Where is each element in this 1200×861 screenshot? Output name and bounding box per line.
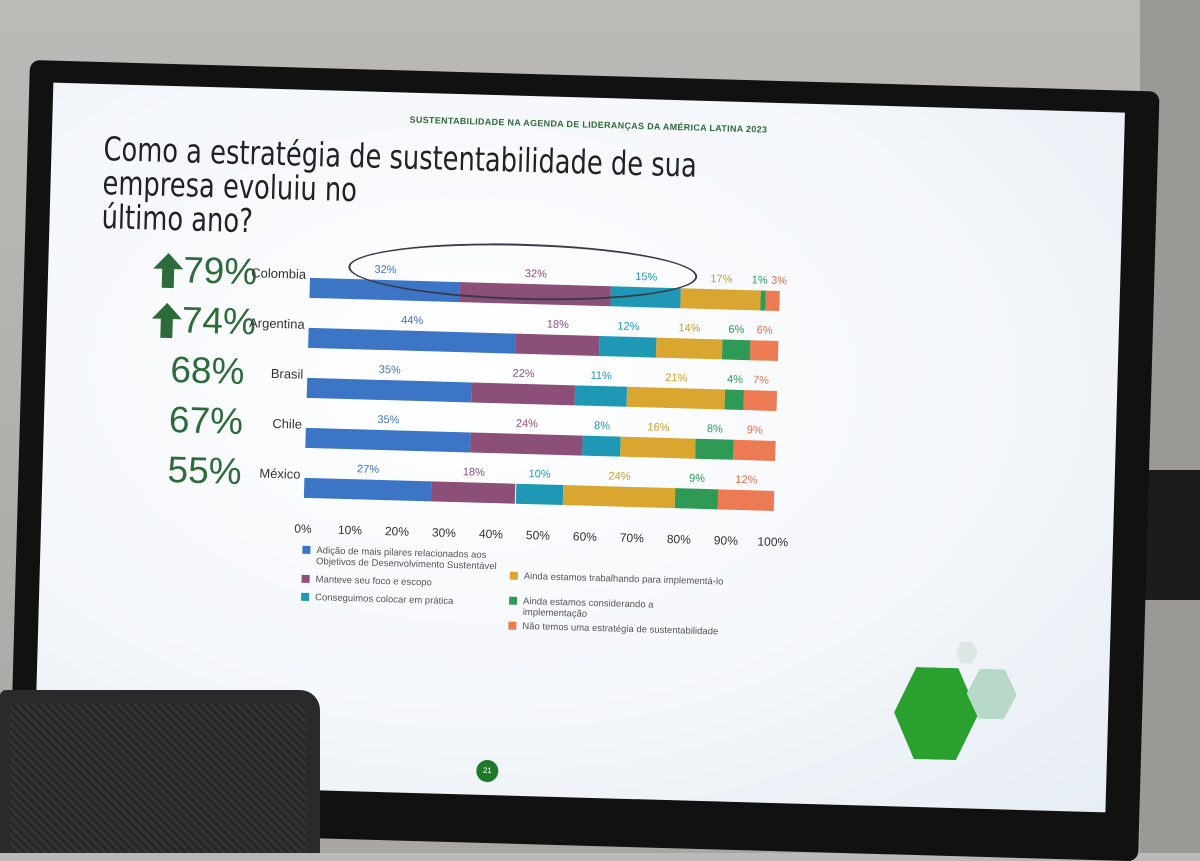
country-label: Argentina xyxy=(248,315,305,332)
bar-segment xyxy=(626,386,726,410)
x-tick-label: 80% xyxy=(666,531,692,547)
legend-label: Conseguimos colocar em prática xyxy=(314,592,454,608)
bar-segment xyxy=(582,435,621,457)
bar-segment xyxy=(303,477,432,502)
bar-segment xyxy=(620,436,696,459)
legend-item: Não temos uma estratégia de sustentabili… xyxy=(508,620,719,638)
data-label: 18% xyxy=(546,318,570,332)
legend-label: Manteve seu foco e escopo xyxy=(315,574,432,589)
data-label: 9% xyxy=(688,472,706,486)
legend-item: Ainda estamos considerando a implementaçã… xyxy=(508,596,654,622)
bar-segment xyxy=(717,489,775,511)
legend-swatch xyxy=(508,621,517,630)
decor-hexagon-large xyxy=(893,666,980,760)
data-label: 9% xyxy=(746,424,763,437)
bar-segment xyxy=(675,488,718,510)
bar-segment xyxy=(749,340,779,361)
bar-segment xyxy=(743,390,778,411)
x-tick-label: 50% xyxy=(525,528,551,543)
bar-segment xyxy=(655,337,723,360)
x-tick-label: 0% xyxy=(294,521,312,537)
country-label: Chile xyxy=(272,415,303,432)
bar-segment xyxy=(562,485,676,509)
legend-swatch xyxy=(301,592,310,602)
summary-column: 79% Colombia 74% Argentina 68% Brasil 67% Chile… xyxy=(53,83,1125,492)
data-label: 22% xyxy=(512,367,535,381)
x-tick-label: 30% xyxy=(431,525,457,541)
bar-segment xyxy=(514,333,600,357)
data-label: 24% xyxy=(515,417,539,431)
bar-segment xyxy=(515,483,563,506)
legend-label-cont: implementação xyxy=(522,606,588,620)
data-label: 17% xyxy=(710,273,733,286)
bar-segment xyxy=(430,481,516,504)
legend-item: Conseguimos colocar em prática xyxy=(301,592,454,607)
data-label: 8% xyxy=(593,419,611,433)
bar-segment xyxy=(306,377,472,403)
x-tick-label: 70% xyxy=(619,530,645,546)
bar-segment xyxy=(680,288,762,311)
bar-segment xyxy=(765,290,780,312)
slide-title: Como a estratégia de sustentabilidade de… xyxy=(101,129,728,251)
bar-segment xyxy=(599,336,657,358)
x-tick-label: 10% xyxy=(337,522,363,538)
data-label: 6% xyxy=(756,324,773,337)
country-label: Brasil xyxy=(270,365,304,382)
legend-swatch xyxy=(301,574,310,584)
data-label: 35% xyxy=(377,413,400,427)
country-label: Colombia xyxy=(251,265,307,282)
bar-segment xyxy=(724,389,745,411)
data-label: 27% xyxy=(356,463,380,476)
legend-item: Manteve seu foco e escopo xyxy=(301,574,432,589)
bar-segment xyxy=(721,339,751,361)
bar-segment xyxy=(305,427,471,453)
data-label: 12% xyxy=(617,320,640,334)
x-tick-label: 60% xyxy=(572,529,598,545)
legend-swatch xyxy=(302,545,311,555)
data-label: 35% xyxy=(378,363,401,377)
legend-label: Não temos uma estratégia de sustentabili… xyxy=(522,620,719,638)
x-tick-label: 40% xyxy=(478,526,504,542)
data-label: 3% xyxy=(770,274,788,288)
page-number: 21 xyxy=(476,759,499,783)
data-label: 16% xyxy=(647,421,670,434)
data-label: 10% xyxy=(528,468,551,481)
x-tick-label: 100% xyxy=(757,534,789,550)
data-label: 11% xyxy=(590,369,612,383)
data-label: 7% xyxy=(752,374,769,387)
bar-segment xyxy=(695,438,734,460)
background-shelf xyxy=(1140,470,1200,600)
x-tick-label: 20% xyxy=(384,524,410,539)
data-label: 14% xyxy=(678,322,701,335)
foreground-chair xyxy=(0,690,320,853)
bar-segment xyxy=(471,382,576,406)
x-tick-label: 90% xyxy=(713,533,739,548)
chart-legend: Adição de mais pilares relacionados aos O… xyxy=(53,83,1125,637)
decor-hexagon-small xyxy=(956,641,979,664)
bar-segment xyxy=(308,327,516,354)
data-label: 44% xyxy=(401,314,424,328)
bar-segment xyxy=(469,432,584,456)
data-label: 21% xyxy=(665,371,688,385)
data-label: 24% xyxy=(608,470,631,483)
country-label: México xyxy=(259,465,301,482)
data-label: 12% xyxy=(735,473,758,487)
data-label: 8% xyxy=(706,423,723,436)
bar-segment xyxy=(732,439,776,461)
bar-segment xyxy=(574,385,627,407)
data-label: 18% xyxy=(462,466,486,479)
legend-swatch xyxy=(509,571,518,580)
legend-swatch xyxy=(508,596,518,605)
